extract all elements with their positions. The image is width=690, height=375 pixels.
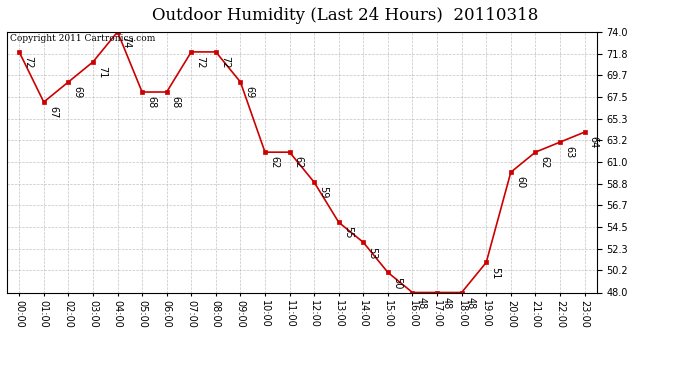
Text: 64: 64 <box>589 136 599 148</box>
Text: 71: 71 <box>97 66 107 78</box>
Text: 48: 48 <box>417 297 426 309</box>
Text: 62: 62 <box>269 156 279 169</box>
Text: 68: 68 <box>171 96 181 108</box>
Text: 60: 60 <box>515 176 525 189</box>
Text: 74: 74 <box>121 36 132 48</box>
Text: 67: 67 <box>48 106 58 118</box>
Text: 53: 53 <box>368 246 377 259</box>
Text: 59: 59 <box>318 186 328 199</box>
Text: 72: 72 <box>220 56 230 69</box>
Text: Copyright 2011 Cartronics.com: Copyright 2011 Cartronics.com <box>10 34 155 44</box>
Text: 55: 55 <box>343 226 353 239</box>
Text: 62: 62 <box>540 156 549 169</box>
Text: 48: 48 <box>441 297 451 309</box>
Text: 69: 69 <box>244 86 255 98</box>
Text: 51: 51 <box>491 267 500 279</box>
Text: 69: 69 <box>72 86 83 98</box>
Text: 48: 48 <box>466 297 476 309</box>
Text: 72: 72 <box>195 56 206 69</box>
Text: 72: 72 <box>23 56 33 69</box>
Text: 62: 62 <box>294 156 304 169</box>
Text: 50: 50 <box>392 277 402 289</box>
Text: 63: 63 <box>564 146 574 159</box>
Text: 68: 68 <box>146 96 156 108</box>
Text: Outdoor Humidity (Last 24 Hours)  20110318: Outdoor Humidity (Last 24 Hours) 2011031… <box>152 8 538 24</box>
